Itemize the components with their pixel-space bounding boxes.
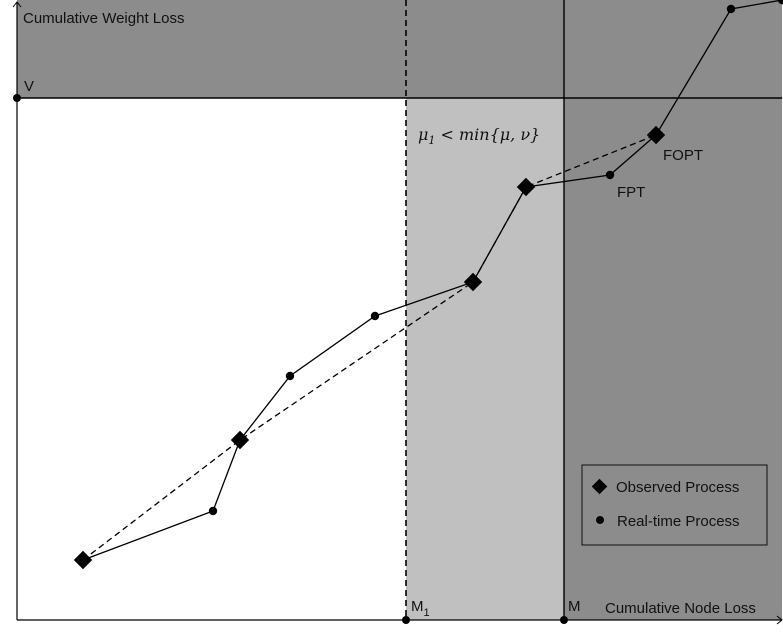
region-rest: < min{μ, ν}	[435, 125, 540, 144]
real-time-point-1	[208, 506, 218, 516]
y-axis-arrow	[12, 1, 22, 8]
observed-point-4	[646, 125, 666, 145]
region-mu-sub: 1	[428, 134, 435, 147]
observed-point-2	[463, 272, 483, 292]
legend: Observed Process Real-time Process	[581, 464, 768, 546]
m1-label-sub: 1	[424, 607, 430, 619]
real-time-point-3	[285, 371, 295, 381]
region-annotation: μ1 < min{μ, ν}	[418, 125, 540, 147]
real-time-point-9	[726, 4, 736, 14]
fopt-label: FOPT	[663, 147, 703, 164]
v-axis-point	[13, 94, 21, 102]
observed-process-line	[82, 134, 657, 561]
reference-lines	[14, 0, 782, 622]
region-mu: μ	[418, 125, 428, 144]
legend-observed-label: Observed Process	[616, 479, 739, 496]
real-time-point-10	[777, 0, 783, 5]
region-m1-to-m	[406, 0, 564, 620]
x-axis-label: Cumulative Node Loss	[605, 600, 756, 617]
m-label: M	[568, 598, 581, 615]
m-axis-point	[560, 616, 568, 624]
observed-point-3	[516, 177, 536, 197]
observed-point-1	[230, 430, 250, 450]
y-axis-label: Cumulative Weight Loss	[23, 10, 184, 27]
axes	[12, 1, 783, 625]
observed-point-0	[73, 550, 93, 570]
legend-realtime-label: Real-time Process	[617, 513, 740, 530]
region-above-v	[17, 0, 782, 98]
real-time-point-7	[605, 170, 615, 180]
x-axis-arrow	[776, 615, 783, 625]
legend-box	[581, 464, 768, 546]
m1-label: M1	[411, 598, 430, 619]
legend-circle-marker	[596, 516, 604, 524]
shaded-regions	[17, 0, 782, 620]
m1-axis-point	[402, 616, 410, 624]
labels-layer: Cumulative Weight Loss Cumulative Node L…	[23, 10, 756, 619]
real-time-point-4	[370, 311, 380, 321]
series-layer	[73, 0, 783, 570]
m1-label-main: M	[411, 598, 424, 615]
fpt-label: FPT	[617, 184, 645, 201]
v-label: V	[24, 78, 34, 95]
